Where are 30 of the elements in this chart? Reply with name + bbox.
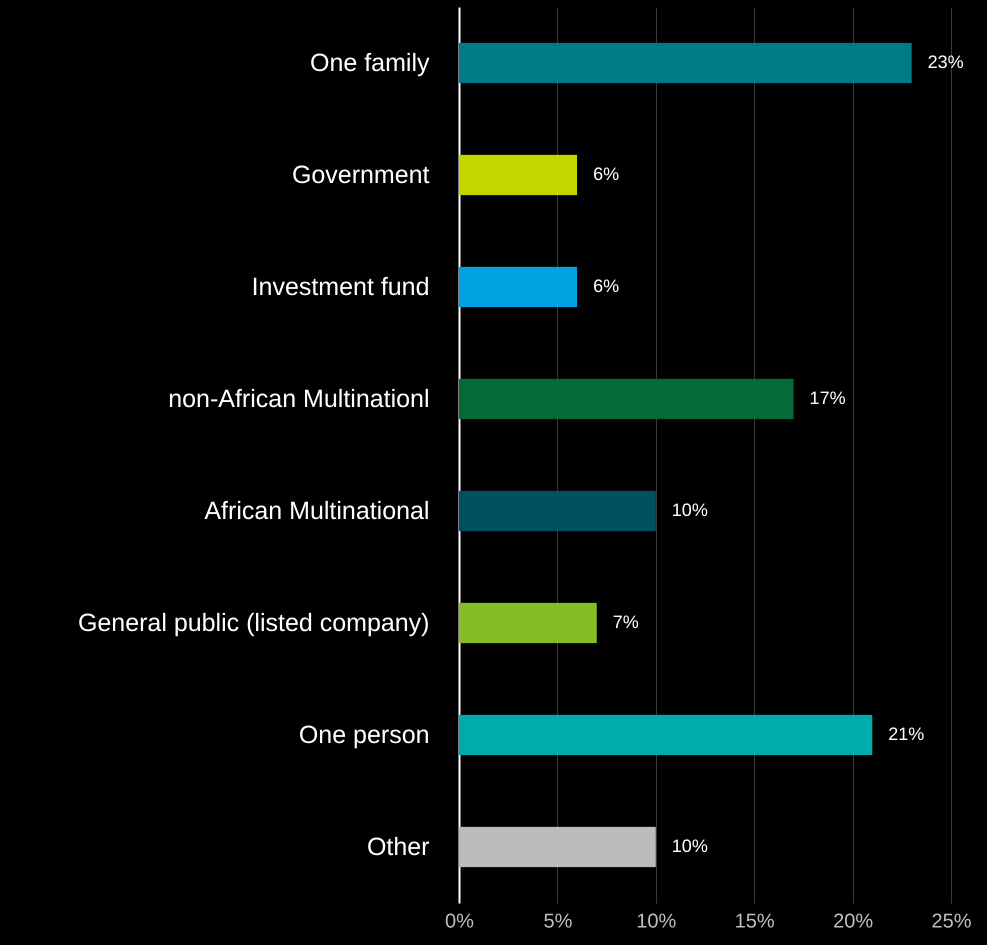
data-label: 6% xyxy=(593,164,620,184)
y-tick-label: non-African Multinationl xyxy=(168,385,430,413)
bar xyxy=(459,378,794,420)
data-label: 21% xyxy=(888,724,924,744)
x-tick-label: 20% xyxy=(833,910,874,932)
bar xyxy=(459,826,656,868)
data-label: 17% xyxy=(810,388,846,408)
bar xyxy=(459,42,912,84)
y-tick-label: Other xyxy=(366,833,430,861)
y-tick-label: One family xyxy=(310,49,430,77)
x-tick-label: 0% xyxy=(445,910,474,932)
bar xyxy=(459,154,578,196)
bar xyxy=(459,490,656,532)
y-tick-label: Investment fund xyxy=(252,273,430,301)
data-label: 10% xyxy=(672,500,708,520)
y-tick-label: Government xyxy=(292,161,430,189)
data-label: 10% xyxy=(672,836,708,856)
data-label: 6% xyxy=(593,276,620,296)
bar xyxy=(459,714,872,756)
x-tick-label: 5% xyxy=(543,910,573,932)
data-label: 23% xyxy=(928,52,964,72)
y-tick-label: One person xyxy=(298,721,430,749)
bar xyxy=(459,266,578,308)
data-label: 7% xyxy=(612,612,639,632)
x-tick-label: 10% xyxy=(636,910,677,932)
x-tick-label: 15% xyxy=(734,910,775,932)
bar xyxy=(459,602,597,644)
y-tick-label: General public (listed company) xyxy=(78,609,430,637)
x-tick-label: 25% xyxy=(931,910,972,932)
y-tick-label: African Multinational xyxy=(204,497,430,525)
